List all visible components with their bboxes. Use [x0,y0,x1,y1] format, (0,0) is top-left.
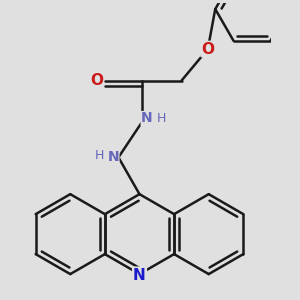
Text: H: H [95,149,104,162]
Text: O: O [90,73,103,88]
Text: N: N [107,150,119,164]
Text: N: N [133,268,146,283]
Text: N: N [141,112,153,125]
Text: O: O [201,41,214,56]
Text: H: H [157,112,166,125]
